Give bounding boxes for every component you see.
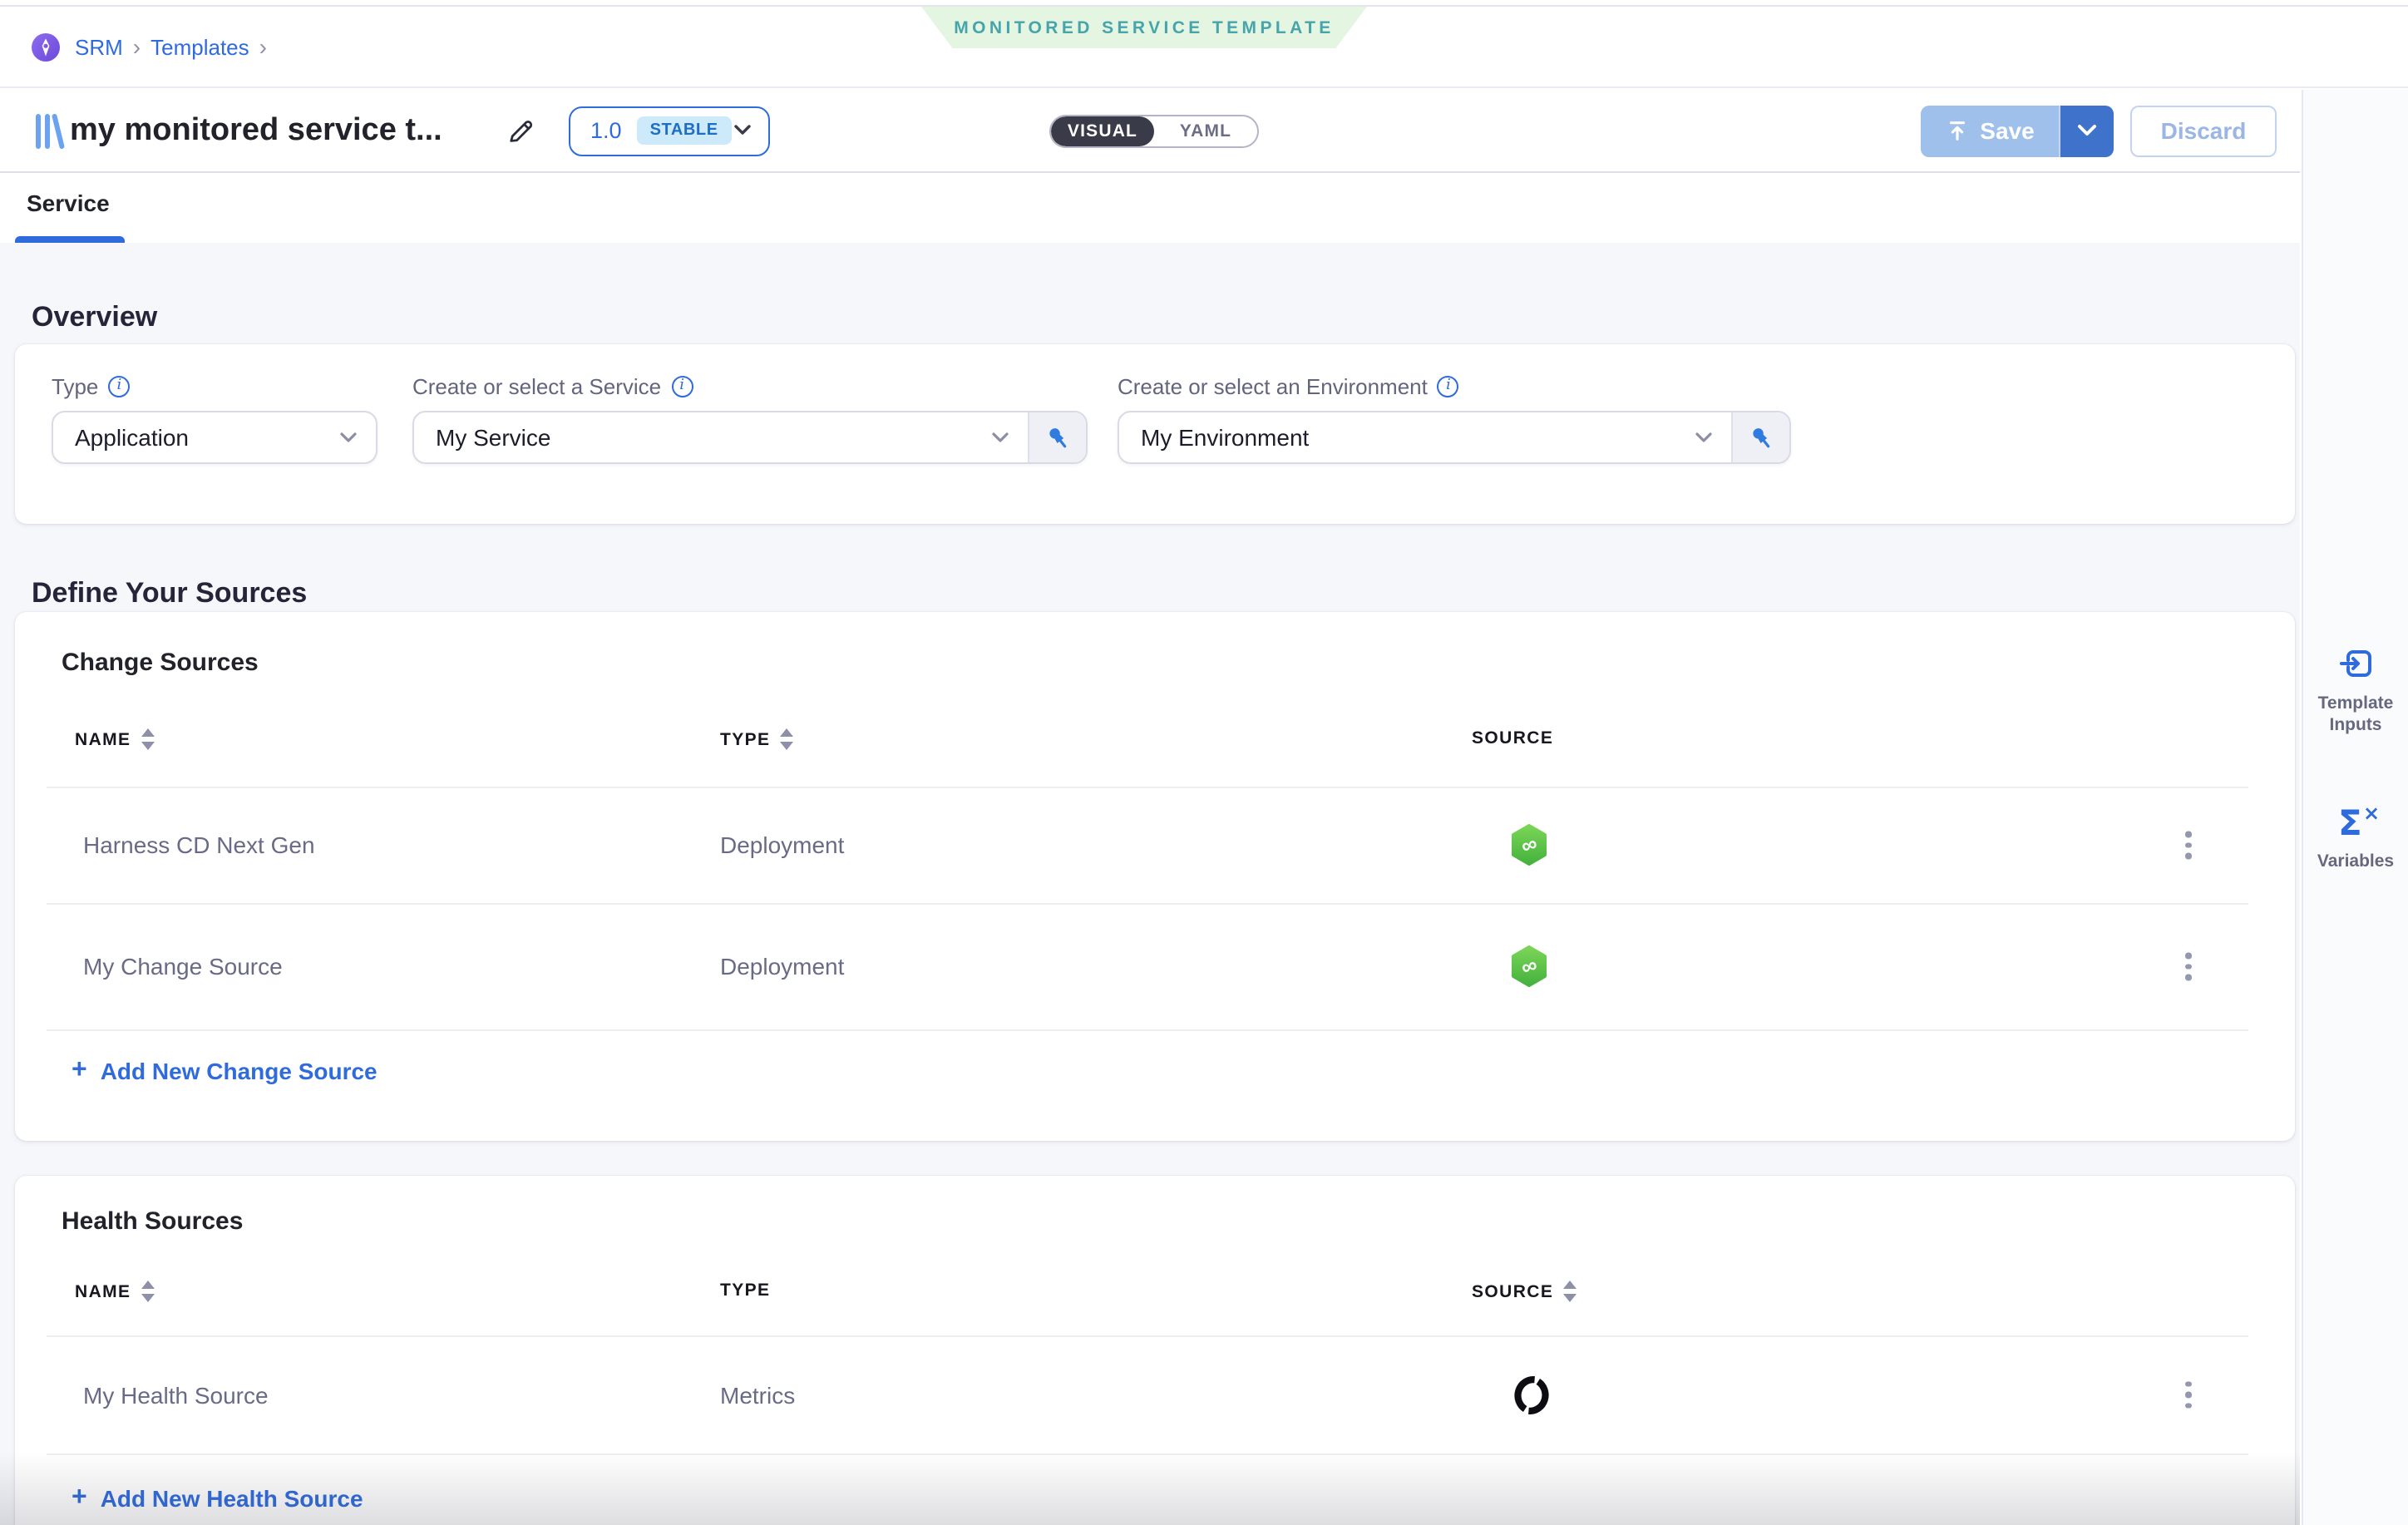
environment-label: Create or select an Environment i bbox=[1118, 374, 1459, 399]
tab-service[interactable]: Service bbox=[27, 190, 110, 216]
info-icon[interactable]: i bbox=[671, 376, 693, 397]
row-divider bbox=[47, 787, 2248, 788]
template-inputs-button[interactable]: Template Inputs bbox=[2303, 644, 2408, 735]
health-source-row[interactable]: My Health Source Metrics bbox=[15, 1335, 2295, 1453]
chevron-down-icon bbox=[339, 432, 376, 443]
service-tab-content: Overview Type i Application Create or se… bbox=[0, 243, 2300, 1525]
overview-heading: Overview bbox=[32, 301, 158, 333]
sort-icon bbox=[780, 728, 794, 750]
discard-button[interactable]: Discard bbox=[2130, 105, 2277, 156]
pin-icon bbox=[1045, 425, 1070, 450]
plus-icon: + bbox=[72, 1056, 87, 1084]
chevron-down-icon bbox=[991, 432, 1028, 443]
toggle-visual[interactable]: VISUAL bbox=[1051, 116, 1154, 146]
column-header-name[interactable]: NAME bbox=[75, 728, 155, 750]
save-options-button[interactable] bbox=[2059, 105, 2114, 156]
upload-icon bbox=[1945, 119, 1968, 142]
visual-yaml-toggle: VISUAL YAML bbox=[1049, 114, 1259, 147]
define-sources-heading: Define Your Sources bbox=[32, 577, 308, 610]
row-type: Metrics bbox=[720, 1381, 796, 1408]
row-menu-button[interactable] bbox=[2179, 946, 2198, 987]
type-select-value: Application bbox=[75, 424, 189, 451]
sort-icon bbox=[1563, 1281, 1577, 1302]
environment-select-value: My Environment bbox=[1141, 424, 1310, 451]
srm-module-icon bbox=[32, 32, 60, 61]
version-selector[interactable]: 1.0 STABLE bbox=[569, 106, 770, 155]
info-icon[interactable]: i bbox=[108, 376, 131, 397]
template-type-badge-label: MONITORED SERVICE TEMPLATE bbox=[954, 17, 1335, 37]
row-name: Harness CD Next Gen bbox=[83, 832, 315, 858]
harness-cd-source-icon: ∞ bbox=[1510, 824, 1548, 866]
pin-icon bbox=[1749, 425, 1774, 450]
environment-select[interactable]: My Environment bbox=[1118, 411, 1791, 464]
top-hairline bbox=[0, 5, 2408, 7]
column-header-name[interactable]: NAME bbox=[75, 1281, 155, 1302]
column-header-source[interactable]: SOURCE bbox=[1472, 1281, 1577, 1302]
change-sources-title: Change Sources bbox=[62, 649, 259, 677]
change-sources-card: Change Sources NAME TYPE SOURCE Harness … bbox=[15, 612, 2295, 1141]
save-split-button: Save bbox=[1921, 105, 2114, 156]
column-header-type[interactable]: TYPE bbox=[720, 728, 794, 750]
page-title: my monitored service t... bbox=[70, 112, 442, 147]
sort-icon bbox=[141, 1281, 155, 1302]
right-tools-panel: Template Inputs Σ × Variables bbox=[2302, 90, 2408, 1525]
pin-environment-button[interactable] bbox=[1731, 412, 1789, 462]
appdynamics-source-icon bbox=[1513, 1374, 1550, 1414]
variables-button[interactable]: Σ × Variables bbox=[2317, 802, 2395, 871]
save-button[interactable]: Save bbox=[1921, 105, 2059, 156]
svg-text:×: × bbox=[2362, 802, 2379, 825]
info-icon[interactable]: i bbox=[1437, 376, 1459, 397]
save-button-label: Save bbox=[1980, 117, 2035, 144]
plus-icon: + bbox=[72, 1483, 87, 1512]
breadcrumb-separator: › bbox=[259, 33, 267, 60]
pencil-icon bbox=[506, 116, 535, 146]
breadcrumb-templates-link[interactable]: Templates bbox=[150, 34, 249, 59]
column-header-type[interactable]: TYPE bbox=[720, 1281, 771, 1300]
add-health-source-link[interactable]: + Add New Health Source bbox=[72, 1483, 363, 1512]
toggle-yaml[interactable]: YAML bbox=[1179, 121, 1232, 141]
version-number: 1.0 bbox=[590, 118, 622, 143]
row-name: My Health Source bbox=[83, 1381, 269, 1408]
template-type-badge: MONITORED SERVICE TEMPLATE bbox=[921, 7, 1367, 48]
row-type: Deployment bbox=[720, 953, 845, 980]
template-inputs-icon bbox=[2336, 644, 2376, 684]
harness-cd-source-icon: ∞ bbox=[1510, 945, 1548, 987]
row-menu-button[interactable] bbox=[2179, 825, 2198, 866]
row-divider bbox=[47, 903, 2248, 905]
chevron-down-icon bbox=[2077, 124, 2097, 137]
change-source-row[interactable]: My Change Source Deployment ∞ bbox=[15, 903, 2295, 1029]
type-label: Type i bbox=[52, 374, 131, 399]
sigma-x-icon: Σ × bbox=[2332, 802, 2379, 841]
sort-icon bbox=[141, 728, 155, 750]
service-select-value: My Service bbox=[436, 424, 551, 451]
active-tab-underline bbox=[15, 236, 125, 243]
type-select[interactable]: Application bbox=[52, 411, 377, 464]
template-icon bbox=[32, 111, 65, 151]
row-divider bbox=[47, 1453, 2248, 1455]
breadcrumb-srm-link[interactable]: SRM bbox=[75, 34, 123, 59]
change-source-row[interactable]: Harness CD Next Gen Deployment ∞ bbox=[15, 787, 2295, 903]
title-bar: my monitored service t... 1.0 STABLE VIS… bbox=[0, 90, 2300, 173]
chevron-down-icon bbox=[1695, 432, 1731, 443]
svg-text:Σ: Σ bbox=[2337, 802, 2361, 841]
tabs-row: Service bbox=[0, 175, 2300, 243]
row-menu-button[interactable] bbox=[2179, 1374, 2198, 1415]
overview-card: Type i Application Create or select a Se… bbox=[15, 344, 2295, 524]
breadcrumb-separator: › bbox=[132, 33, 141, 60]
chevron-down-icon bbox=[733, 125, 752, 136]
service-select[interactable]: My Service bbox=[412, 411, 1088, 464]
row-type: Deployment bbox=[720, 832, 845, 858]
edit-title-button[interactable] bbox=[502, 112, 539, 149]
health-sources-title: Health Sources bbox=[62, 1207, 244, 1236]
health-sources-card: Health Sources NAME TYPE SOURCE My Healt… bbox=[15, 1176, 2295, 1525]
column-header-source[interactable]: SOURCE bbox=[1472, 728, 1554, 748]
add-change-source-link[interactable]: + Add New Change Source bbox=[72, 1056, 377, 1084]
version-stable-badge: STABLE bbox=[636, 116, 732, 145]
pin-service-button[interactable] bbox=[1028, 412, 1086, 462]
row-name: My Change Source bbox=[83, 953, 283, 980]
row-divider bbox=[47, 1029, 2248, 1031]
row-divider bbox=[47, 1335, 2248, 1337]
service-label: Create or select a Service i bbox=[412, 374, 693, 399]
